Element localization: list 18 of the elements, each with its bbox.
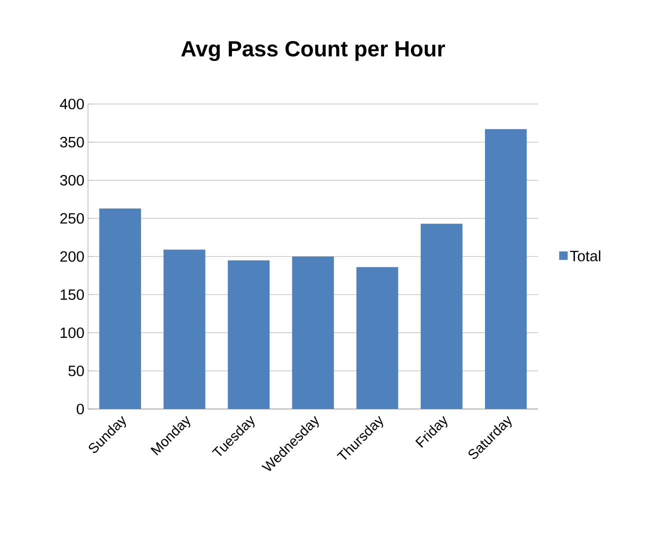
bar [356, 267, 398, 409]
y-tick-label: 0 [76, 404, 84, 414]
bar [228, 260, 270, 409]
y-tick-label: 300 [60, 174, 84, 186]
bar [99, 208, 142, 409]
legend-label: Total [570, 250, 600, 262]
chart-title: Avg Pass Count per Hour [181, 41, 445, 61]
bar [164, 250, 206, 409]
y-tick-label: 100 [60, 327, 84, 338]
y-tick-label: 250 [60, 213, 84, 224]
bar [292, 256, 334, 409]
y-tick-label: 150 [60, 289, 84, 300]
y-tick-label: 200 [60, 251, 84, 262]
bar [484, 129, 527, 409]
y-tick-label: 50 [68, 366, 84, 376]
y-tick-label: 400 [60, 98, 84, 110]
y-tick-label: 350 [60, 136, 84, 148]
bar [420, 224, 462, 409]
